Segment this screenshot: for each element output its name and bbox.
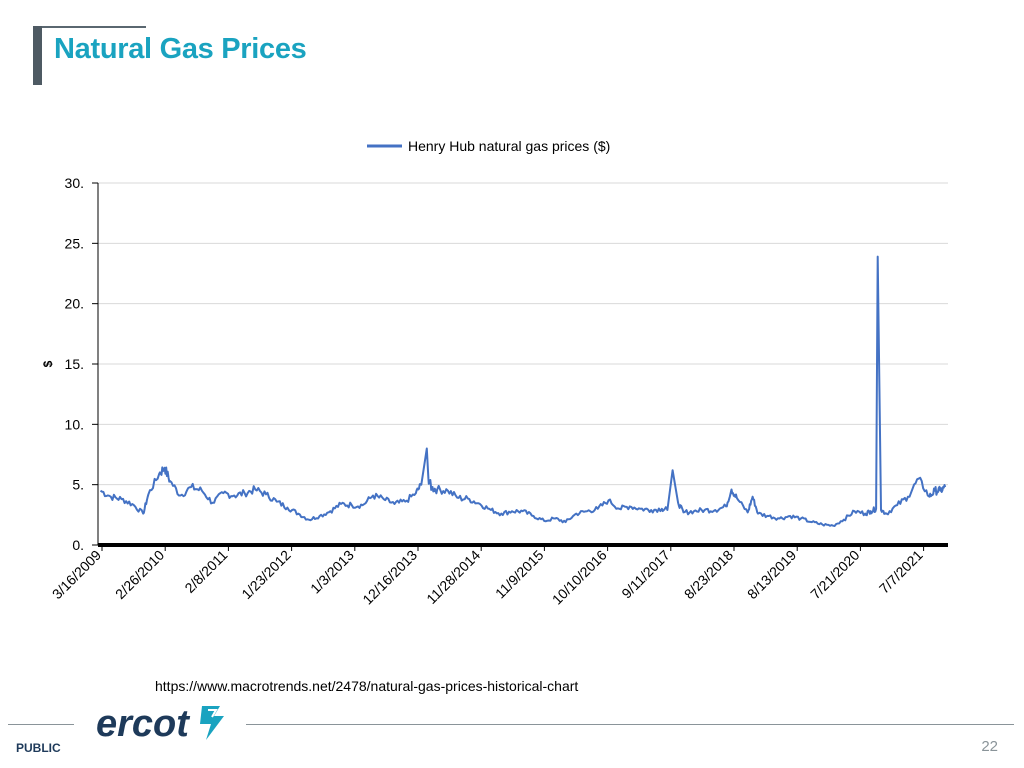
page-number: 22	[981, 738, 998, 755]
y-tick-label: 30.	[65, 175, 84, 191]
x-tick-label: 7/21/2020	[807, 547, 863, 603]
series-line	[99, 255, 947, 527]
title-accent-bar	[33, 26, 42, 85]
y-axis-label: $	[41, 360, 55, 367]
page-title: Natural Gas Prices	[54, 33, 307, 65]
x-tick-label: 11/9/2015	[492, 547, 547, 602]
x-tick-label: 8/13/2019	[744, 547, 800, 603]
x-tick-label: 8/23/2018	[681, 547, 737, 603]
x-tick-label: 1/23/2012	[238, 547, 294, 603]
x-tick-labels: 3/16/2009 2/26/2010 2/8/2011 1/23/2012 1/3/2…	[49, 547, 926, 608]
footer-divider-left	[8, 724, 74, 725]
x-tick-label: 10/10/2016	[549, 547, 610, 608]
y-tick-label: 0.	[72, 537, 84, 553]
series-layer	[99, 255, 947, 527]
legend-label: Henry Hub natural gas prices ($)	[408, 138, 610, 154]
title-accent-line	[34, 26, 146, 28]
legend: Henry Hub natural gas prices ($)	[367, 138, 610, 154]
x-tick-label: 7/7/2021	[876, 547, 926, 597]
lightning-icon	[200, 706, 224, 740]
x-tick-label: 12/16/2013	[359, 547, 420, 608]
ercot-logo: ercot	[96, 703, 224, 745]
y-tick-label: 15.	[65, 356, 84, 372]
x-tick-label: 11/28/2014	[423, 547, 483, 607]
x-tick-label: 9/11/2017	[618, 547, 673, 602]
y-tick-labels: 30. 25. 20. 15. 10. 5. 0.	[65, 175, 84, 553]
x-tick-label: 2/8/2011	[181, 547, 230, 596]
logo-wordmark: ercot	[96, 703, 190, 745]
chart: 30. 25. 20. 15. 10. 5. 0. 3/16/2009 2/26/2010 2/…	[41, 138, 948, 608]
x-tick-label: 3/16/2009	[49, 547, 105, 603]
source-url[interactable]: https://www.macrotrends.net/2478/natural…	[155, 678, 579, 694]
y-tick-label: 25.	[65, 235, 84, 251]
x-tick-label: 2/26/2010	[112, 547, 168, 603]
axes	[97, 183, 948, 547]
y-tick-label: 10.	[65, 416, 84, 432]
footer-divider-right	[246, 724, 1014, 725]
y-tick-label: 20.	[65, 296, 84, 312]
classification-label: PUBLIC	[16, 741, 61, 755]
y-tick-label: 5.	[72, 477, 84, 493]
grid-lines	[92, 182, 948, 551]
x-tick-label: 1/3/2013	[307, 547, 357, 597]
